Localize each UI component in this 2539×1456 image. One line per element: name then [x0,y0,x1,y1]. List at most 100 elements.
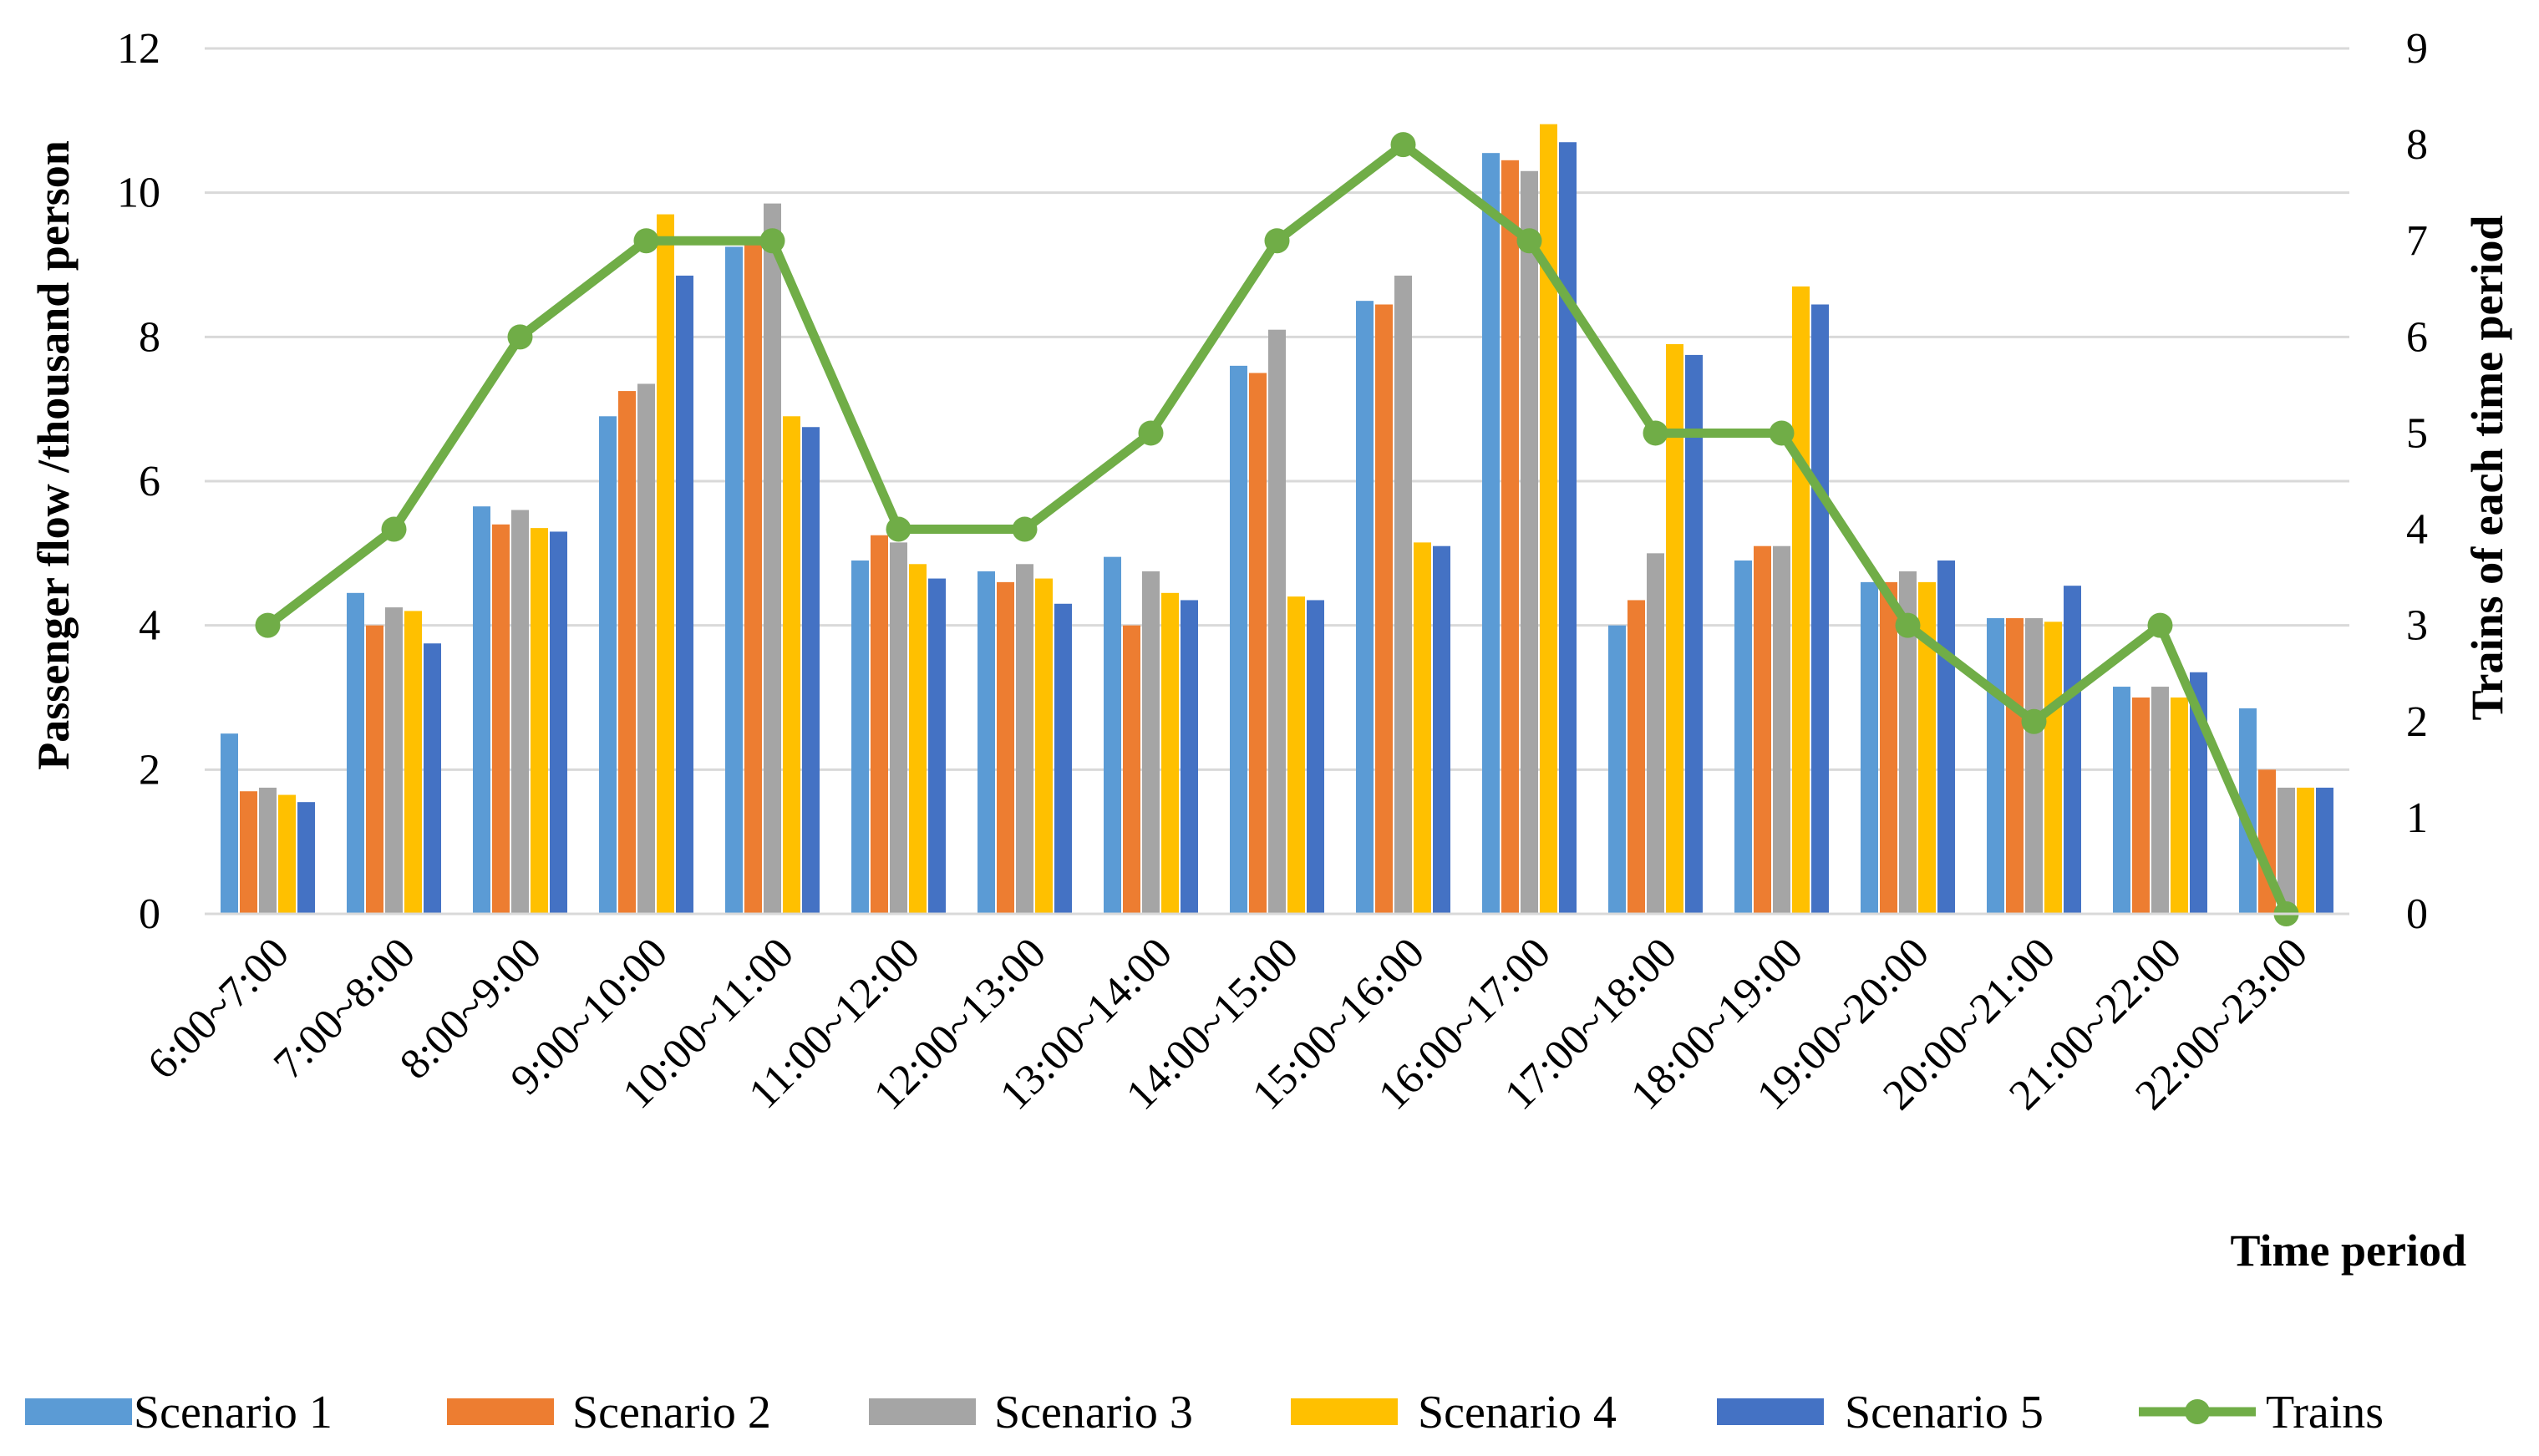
bar-scenario-4-5 [909,564,927,914]
trains-marker-5 [886,516,912,542]
y-right-tick-label: 6 [2406,313,2428,361]
y-right-tick-label: 9 [2406,25,2428,73]
legend-item-scenario-3: Scenario 3 [869,1387,1193,1438]
trains-marker-7 [1138,420,1164,446]
legend-swatch [1717,1398,1824,1425]
bar-scenario-3-1 [385,607,403,914]
y-right-tick-label: 5 [2406,409,2428,457]
bar-scenario-3-7 [1142,571,1160,914]
legend-label: Scenario 4 [1418,1387,1617,1438]
legend-swatch [447,1398,554,1425]
bar-scenario-4-10 [1540,124,1557,914]
legend-swatch-marker [2185,1399,2210,1424]
bar-scenario-4-1 [404,611,422,914]
bar-scenario-2-3 [618,391,636,914]
legend-item-trains: Trains [2139,1387,2384,1438]
bar-scenario-3-5 [890,542,907,914]
bar-scenario-2-10 [1501,160,1519,915]
bar-scenario-4-4 [783,416,800,914]
trains-marker-15 [2147,612,2173,638]
y-right-axis-title: Trains of each time period [2462,216,2512,721]
legend-label: Scenario 3 [994,1387,1193,1438]
bar-scenario-1-3 [599,416,617,914]
trains-marker-14 [2021,708,2047,734]
bar-scenario-2-12 [1754,545,1771,914]
bar-scenario-4-16 [2297,787,2314,914]
bar-scenario-2-15 [2132,698,2150,914]
bar-scenario-3-0 [259,787,277,914]
bar-scenario-3-10 [1521,170,1538,914]
bar-scenario-3-6 [1016,564,1033,914]
legend-swatch [869,1398,976,1425]
bar-scenario-1-6 [978,571,995,914]
y-left-tick-label: 2 [139,746,160,794]
bar-scenario-2-1 [366,625,383,914]
y-left-tick-label: 8 [139,313,160,361]
trains-marker-8 [1264,228,1290,254]
y-right-tick-label: 8 [2406,121,2428,169]
y-left-tick-label: 6 [139,458,160,505]
y-left-axis-title: Passenger flow /thousand person [28,140,79,770]
legend-item-scenario-4: Scenario 4 [1291,1387,1617,1438]
bar-scenario-4-11 [1666,343,1683,914]
bar-scenario-4-0 [278,794,296,914]
bar-scenario-2-0 [240,791,257,914]
bar-scenario-2-7 [1123,625,1140,914]
bar-scenario-5-6 [1054,603,1072,914]
trains-marker-9 [1390,132,1416,158]
bar-scenario-3-2 [511,510,529,914]
bar-scenario-5-8 [1307,600,1324,914]
bar-scenario-3-9 [1394,275,1412,914]
bar-scenario-3-15 [2151,687,2169,914]
bar-scenario-5-7 [1181,600,1198,914]
legend-item-scenario-1: Scenario 1 [25,1387,333,1438]
y-right-tick-label: 1 [2406,794,2428,842]
bar-scenario-1-12 [1734,560,1752,914]
bar-scenario-4-7 [1161,592,1179,914]
legend-label: Trains [2266,1387,2384,1438]
bar-scenario-2-4 [744,243,762,915]
bar-scenario-1-1 [347,592,364,914]
legend-swatch [25,1398,132,1425]
bar-scenario-5-2 [550,531,567,914]
y-left-tick-label: 4 [139,602,160,650]
bar-scenario-3-4 [764,203,781,914]
bar-scenario-2-2 [492,524,510,914]
bar-scenario-3-16 [2277,787,2295,914]
bar-scenario-2-13 [1880,581,1897,914]
bar-scenario-4-2 [531,528,548,914]
bar-scenario-5-9 [1433,545,1450,914]
bar-scenario-3-11 [1647,553,1664,914]
bar-scenario-5-0 [297,802,315,914]
y-left-tick-label: 0 [139,890,160,938]
bar-scenario-3-3 [637,383,655,914]
bar-scenario-1-13 [1861,581,1878,914]
bar-scenario-5-12 [1811,304,1829,914]
trains-marker-10 [1516,228,1542,254]
y-left-tick-label: 10 [117,170,160,217]
y-right-tick-label: 0 [2406,890,2428,938]
bar-scenario-1-7 [1104,556,1121,914]
legend-item-scenario-2: Scenario 2 [447,1387,771,1438]
bar-scenario-4-9 [1414,542,1431,914]
bar-scenario-5-10 [1559,142,1577,914]
bar-scenario-1-0 [221,733,238,914]
trains-marker-4 [759,228,785,254]
y-right-tick-label: 7 [2406,217,2428,265]
bar-scenario-5-13 [1937,560,1955,914]
bar-scenario-1-5 [851,560,869,914]
bar-scenario-2-8 [1249,373,1267,914]
y-left-tick-label: 12 [117,25,160,73]
x-axis-title: Time period [2231,1225,2467,1276]
trains-marker-3 [633,228,659,254]
bar-scenario-5-11 [1685,354,1703,915]
legend-label: Scenario 5 [1845,1387,2044,1438]
legend-label: Scenario 2 [572,1387,771,1438]
bar-scenario-4-3 [657,214,674,915]
bar-scenario-4-13 [1918,581,1936,914]
bar-scenario-1-15 [2113,687,2130,914]
bar-scenario-3-12 [1773,545,1790,914]
bar-scenario-2-9 [1375,304,1393,914]
trains-marker-12 [1769,420,1795,446]
